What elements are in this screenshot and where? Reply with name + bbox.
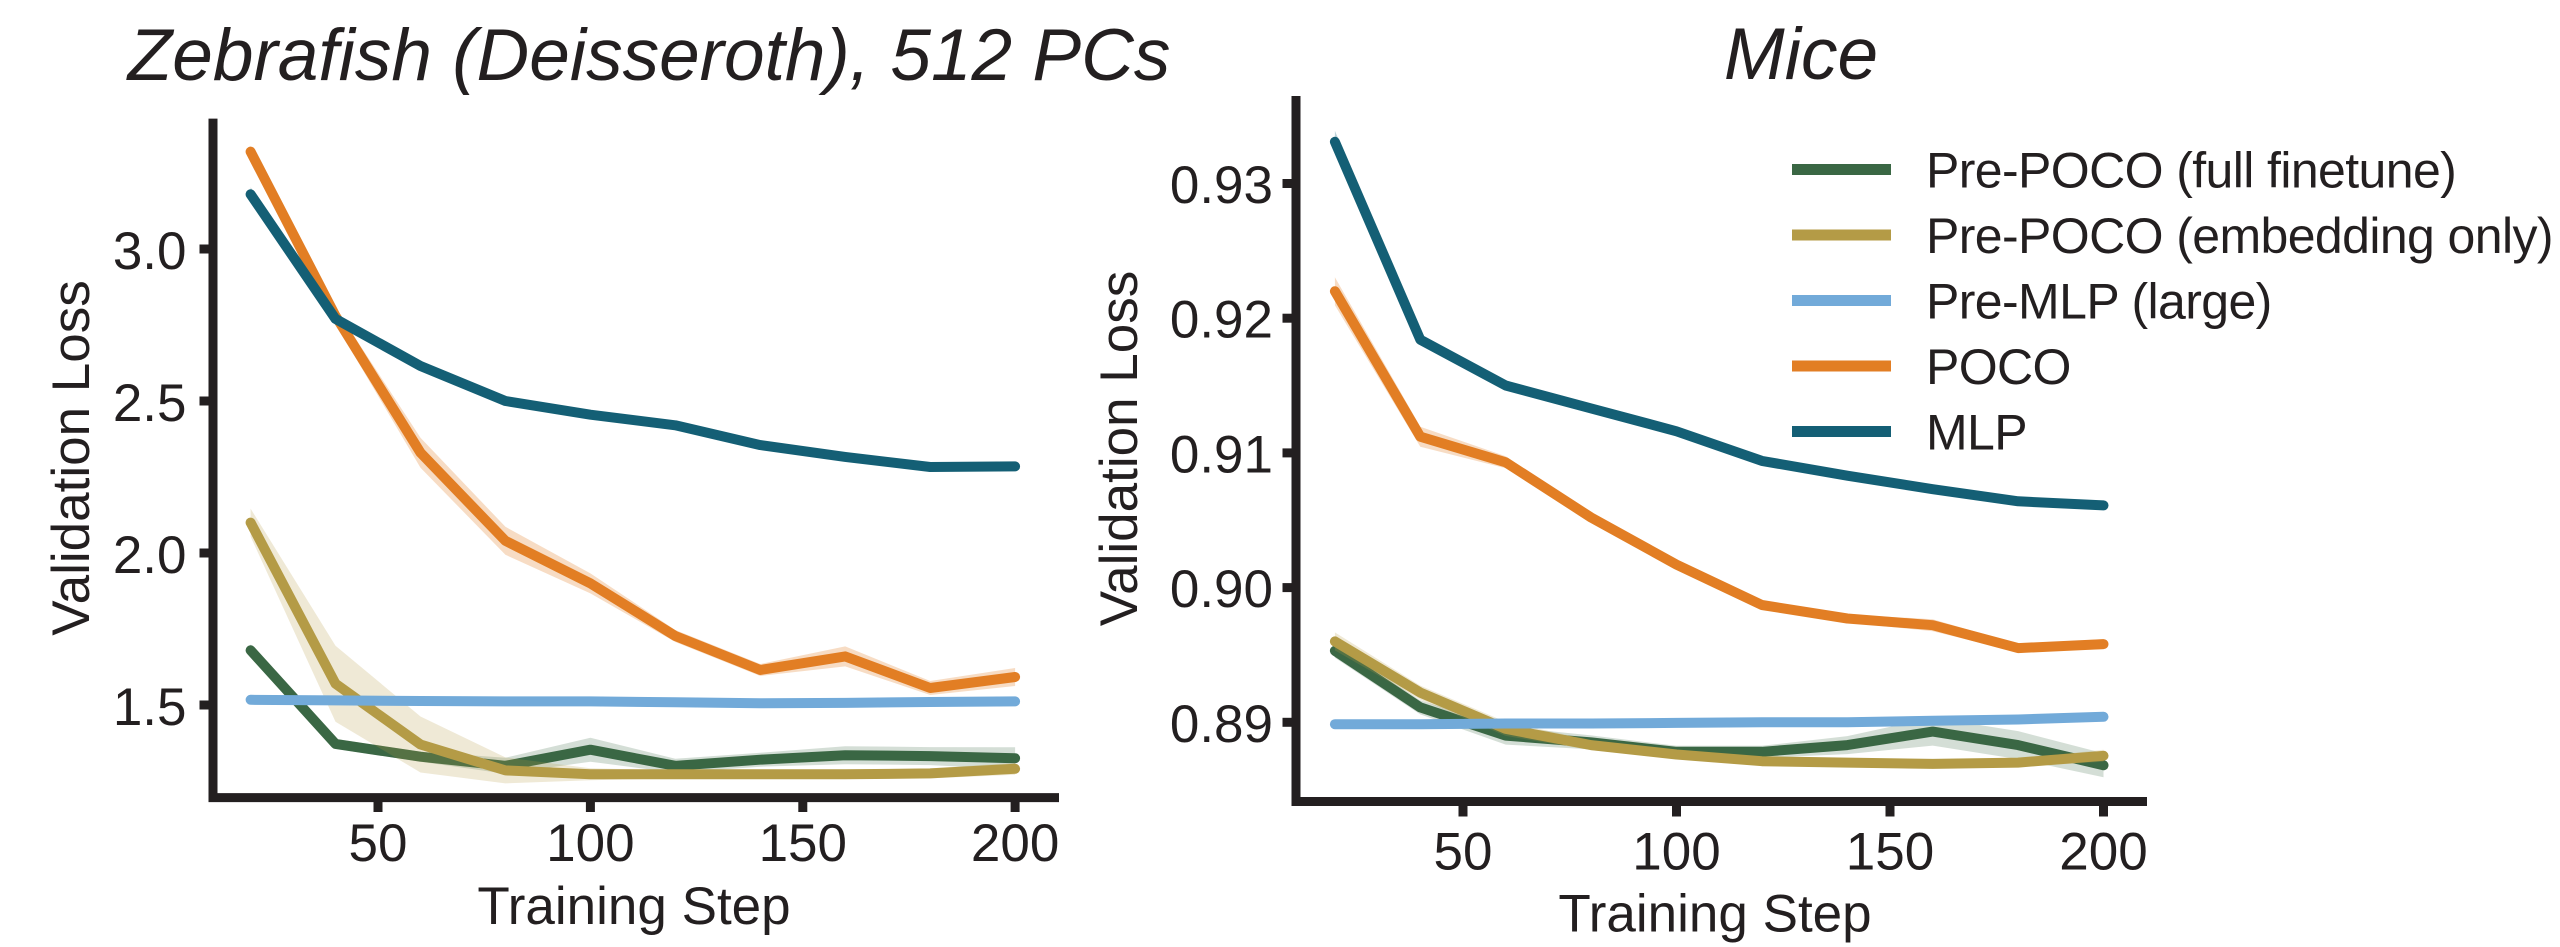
svg-text:0.91: 0.91 bbox=[1170, 425, 1273, 484]
svg-text:0.93: 0.93 bbox=[1170, 156, 1273, 215]
svg-text:Validation Loss: Validation Loss bbox=[42, 280, 101, 636]
svg-text:150: 150 bbox=[1846, 823, 1934, 882]
svg-text:MLP: MLP bbox=[1926, 405, 2027, 461]
svg-text:200: 200 bbox=[971, 814, 1059, 873]
svg-text:0.89: 0.89 bbox=[1170, 695, 1273, 754]
svg-text:2.5: 2.5 bbox=[113, 374, 187, 433]
svg-text:Training Step: Training Step bbox=[477, 877, 790, 936]
svg-text:0.90: 0.90 bbox=[1170, 560, 1273, 619]
svg-text:150: 150 bbox=[759, 814, 847, 873]
svg-text:100: 100 bbox=[546, 814, 634, 873]
svg-text:Mice: Mice bbox=[1724, 14, 1878, 95]
svg-text:Pre-POCO (embedding only): Pre-POCO (embedding only) bbox=[1926, 208, 2553, 264]
svg-text:Zebrafish (Deisseroth), 512 PC: Zebrafish (Deisseroth), 512 PCs bbox=[126, 15, 1171, 96]
svg-text:Pre-POCO (full finetune): Pre-POCO (full finetune) bbox=[1926, 143, 2456, 199]
svg-text:50: 50 bbox=[1434, 823, 1493, 882]
svg-text:3.0: 3.0 bbox=[113, 222, 187, 281]
svg-text:Training Step: Training Step bbox=[1558, 885, 1871, 944]
svg-text:Validation Loss: Validation Loss bbox=[1090, 271, 1149, 627]
svg-text:50: 50 bbox=[349, 814, 408, 873]
svg-text:1.5: 1.5 bbox=[113, 678, 187, 737]
svg-text:2.0: 2.0 bbox=[113, 526, 187, 585]
svg-text:POCO: POCO bbox=[1926, 339, 2071, 395]
svg-text:Pre-MLP (large): Pre-MLP (large) bbox=[1926, 274, 2272, 330]
svg-text:0.92: 0.92 bbox=[1170, 291, 1273, 350]
svg-text:100: 100 bbox=[1632, 823, 1720, 882]
svg-text:200: 200 bbox=[2059, 823, 2147, 882]
